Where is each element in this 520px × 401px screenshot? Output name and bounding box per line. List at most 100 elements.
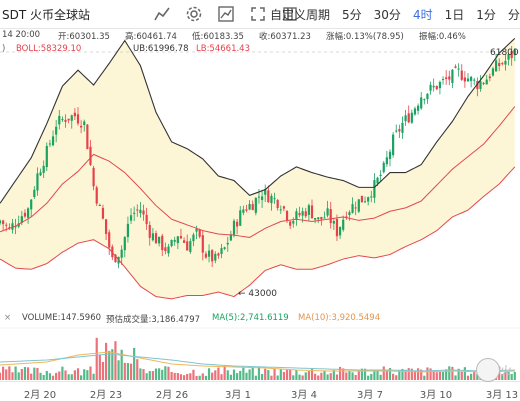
candle-body <box>354 207 357 209</box>
candle-body <box>248 204 251 210</box>
candle-body <box>2 220 5 225</box>
volume-bar <box>326 374 329 380</box>
candle-body <box>142 210 145 215</box>
candle-body <box>245 209 248 211</box>
candle-body <box>86 124 89 150</box>
volume-bar <box>301 375 304 380</box>
candle-body <box>373 180 376 198</box>
volume-bar <box>42 374 45 380</box>
period-selector: 自定义周期 5分 30分 4时 1日 1分 分时 <box>270 6 520 23</box>
candle-body <box>395 130 398 132</box>
volume-bar <box>195 375 198 380</box>
candle-body <box>51 136 55 146</box>
fullscreen-icon[interactable] <box>249 5 267 23</box>
period-1m[interactable]: 1分 <box>476 8 496 22</box>
period-timeline[interactable]: 分时 <box>507 8 520 22</box>
volume-bar <box>204 375 208 380</box>
candle-body <box>407 113 410 123</box>
candle-body <box>432 85 435 88</box>
volume-ma5-line <box>0 351 515 373</box>
info-time: 14 20:00 <box>2 30 41 40</box>
candle-body <box>317 217 320 220</box>
info-low: 低:60183.35 <box>192 32 244 42</box>
candle-body <box>48 143 52 145</box>
candle-body <box>61 119 64 121</box>
candle-body <box>0 220 2 224</box>
period-5m[interactable]: 5分 <box>342 8 362 22</box>
candle-body <box>441 79 445 81</box>
period-1d[interactable]: 1日 <box>444 8 465 22</box>
candle-body <box>251 204 254 211</box>
candle-body <box>307 205 310 215</box>
candle-body <box>342 219 345 230</box>
candle-body <box>264 189 267 195</box>
candle-body <box>179 235 183 239</box>
volume-bar <box>435 372 438 380</box>
candle-body <box>323 217 326 219</box>
volume-bar <box>457 368 460 380</box>
candle-body <box>139 209 142 214</box>
candle-body <box>367 197 370 202</box>
volume-collapse-icon[interactable]: × <box>4 313 12 323</box>
volume-bar <box>285 369 289 380</box>
indicator-icon[interactable] <box>217 5 235 23</box>
volume-bar <box>108 350 111 380</box>
volume-bar <box>329 373 332 380</box>
volume-bar <box>101 361 105 380</box>
volume-bar <box>317 375 320 380</box>
candle-body <box>485 79 488 85</box>
candle-body <box>95 187 98 204</box>
volume-bar <box>407 368 410 380</box>
volume-bar <box>17 372 20 380</box>
volume-bar <box>226 370 229 380</box>
volume-bar <box>342 368 345 380</box>
volume-bar <box>507 371 510 380</box>
period-custom[interactable]: 自定义周期 <box>270 8 331 22</box>
candle-body <box>370 196 373 198</box>
candle-body <box>382 162 385 173</box>
volume-bar <box>314 373 317 380</box>
chart-type-icon[interactable] <box>153 5 171 23</box>
volume-bar <box>264 368 267 380</box>
candle-body <box>473 79 476 81</box>
boll-mid-value: BOLL:58329.10 <box>16 44 82 54</box>
candle-body <box>260 196 264 201</box>
volume-ma10: MA(10):3,920.5494 <box>298 313 381 323</box>
candle-body <box>23 212 27 217</box>
high-price-label: 61800 <box>490 48 519 58</box>
candle-body <box>239 210 242 226</box>
candle-body <box>301 211 304 216</box>
ohlc-info: 14 20:00 开:60301.35 高:60461.74 低:60183.3… <box>0 30 520 44</box>
candle-body <box>195 228 198 232</box>
info-amplitude: 振幅:0.46% <box>419 32 466 42</box>
volume-bar <box>392 373 395 380</box>
candle-body <box>398 129 401 132</box>
volume-bar <box>129 363 133 380</box>
volume-bar <box>64 370 67 380</box>
volume-bar <box>232 369 236 380</box>
candle-body <box>164 247 167 252</box>
period-30m[interactable]: 30分 <box>373 8 401 22</box>
pair-label[interactable]: SDT 火币全球站 <box>2 8 91 22</box>
candle-body <box>476 80 479 90</box>
volume-bar <box>145 373 148 380</box>
volume-bar <box>67 374 70 380</box>
candle-body <box>360 195 364 203</box>
volume-bar <box>186 373 189 380</box>
candle-body <box>329 209 332 224</box>
volume-bar <box>20 369 23 380</box>
volume-bar <box>251 366 254 380</box>
volume-bar <box>198 375 201 380</box>
candle-body <box>254 197 257 213</box>
layout-icon[interactable] <box>281 5 299 23</box>
volume-bar <box>363 368 367 380</box>
volume-bar <box>504 372 507 380</box>
candle-body <box>30 199 33 210</box>
period-4h[interactable]: 4时 <box>412 8 433 22</box>
candle-body <box>14 226 17 228</box>
volume-bar <box>8 366 11 380</box>
candle-body <box>42 165 45 173</box>
candle-body <box>292 221 295 224</box>
settings-icon[interactable] <box>185 5 203 23</box>
volume-bar <box>201 373 204 380</box>
